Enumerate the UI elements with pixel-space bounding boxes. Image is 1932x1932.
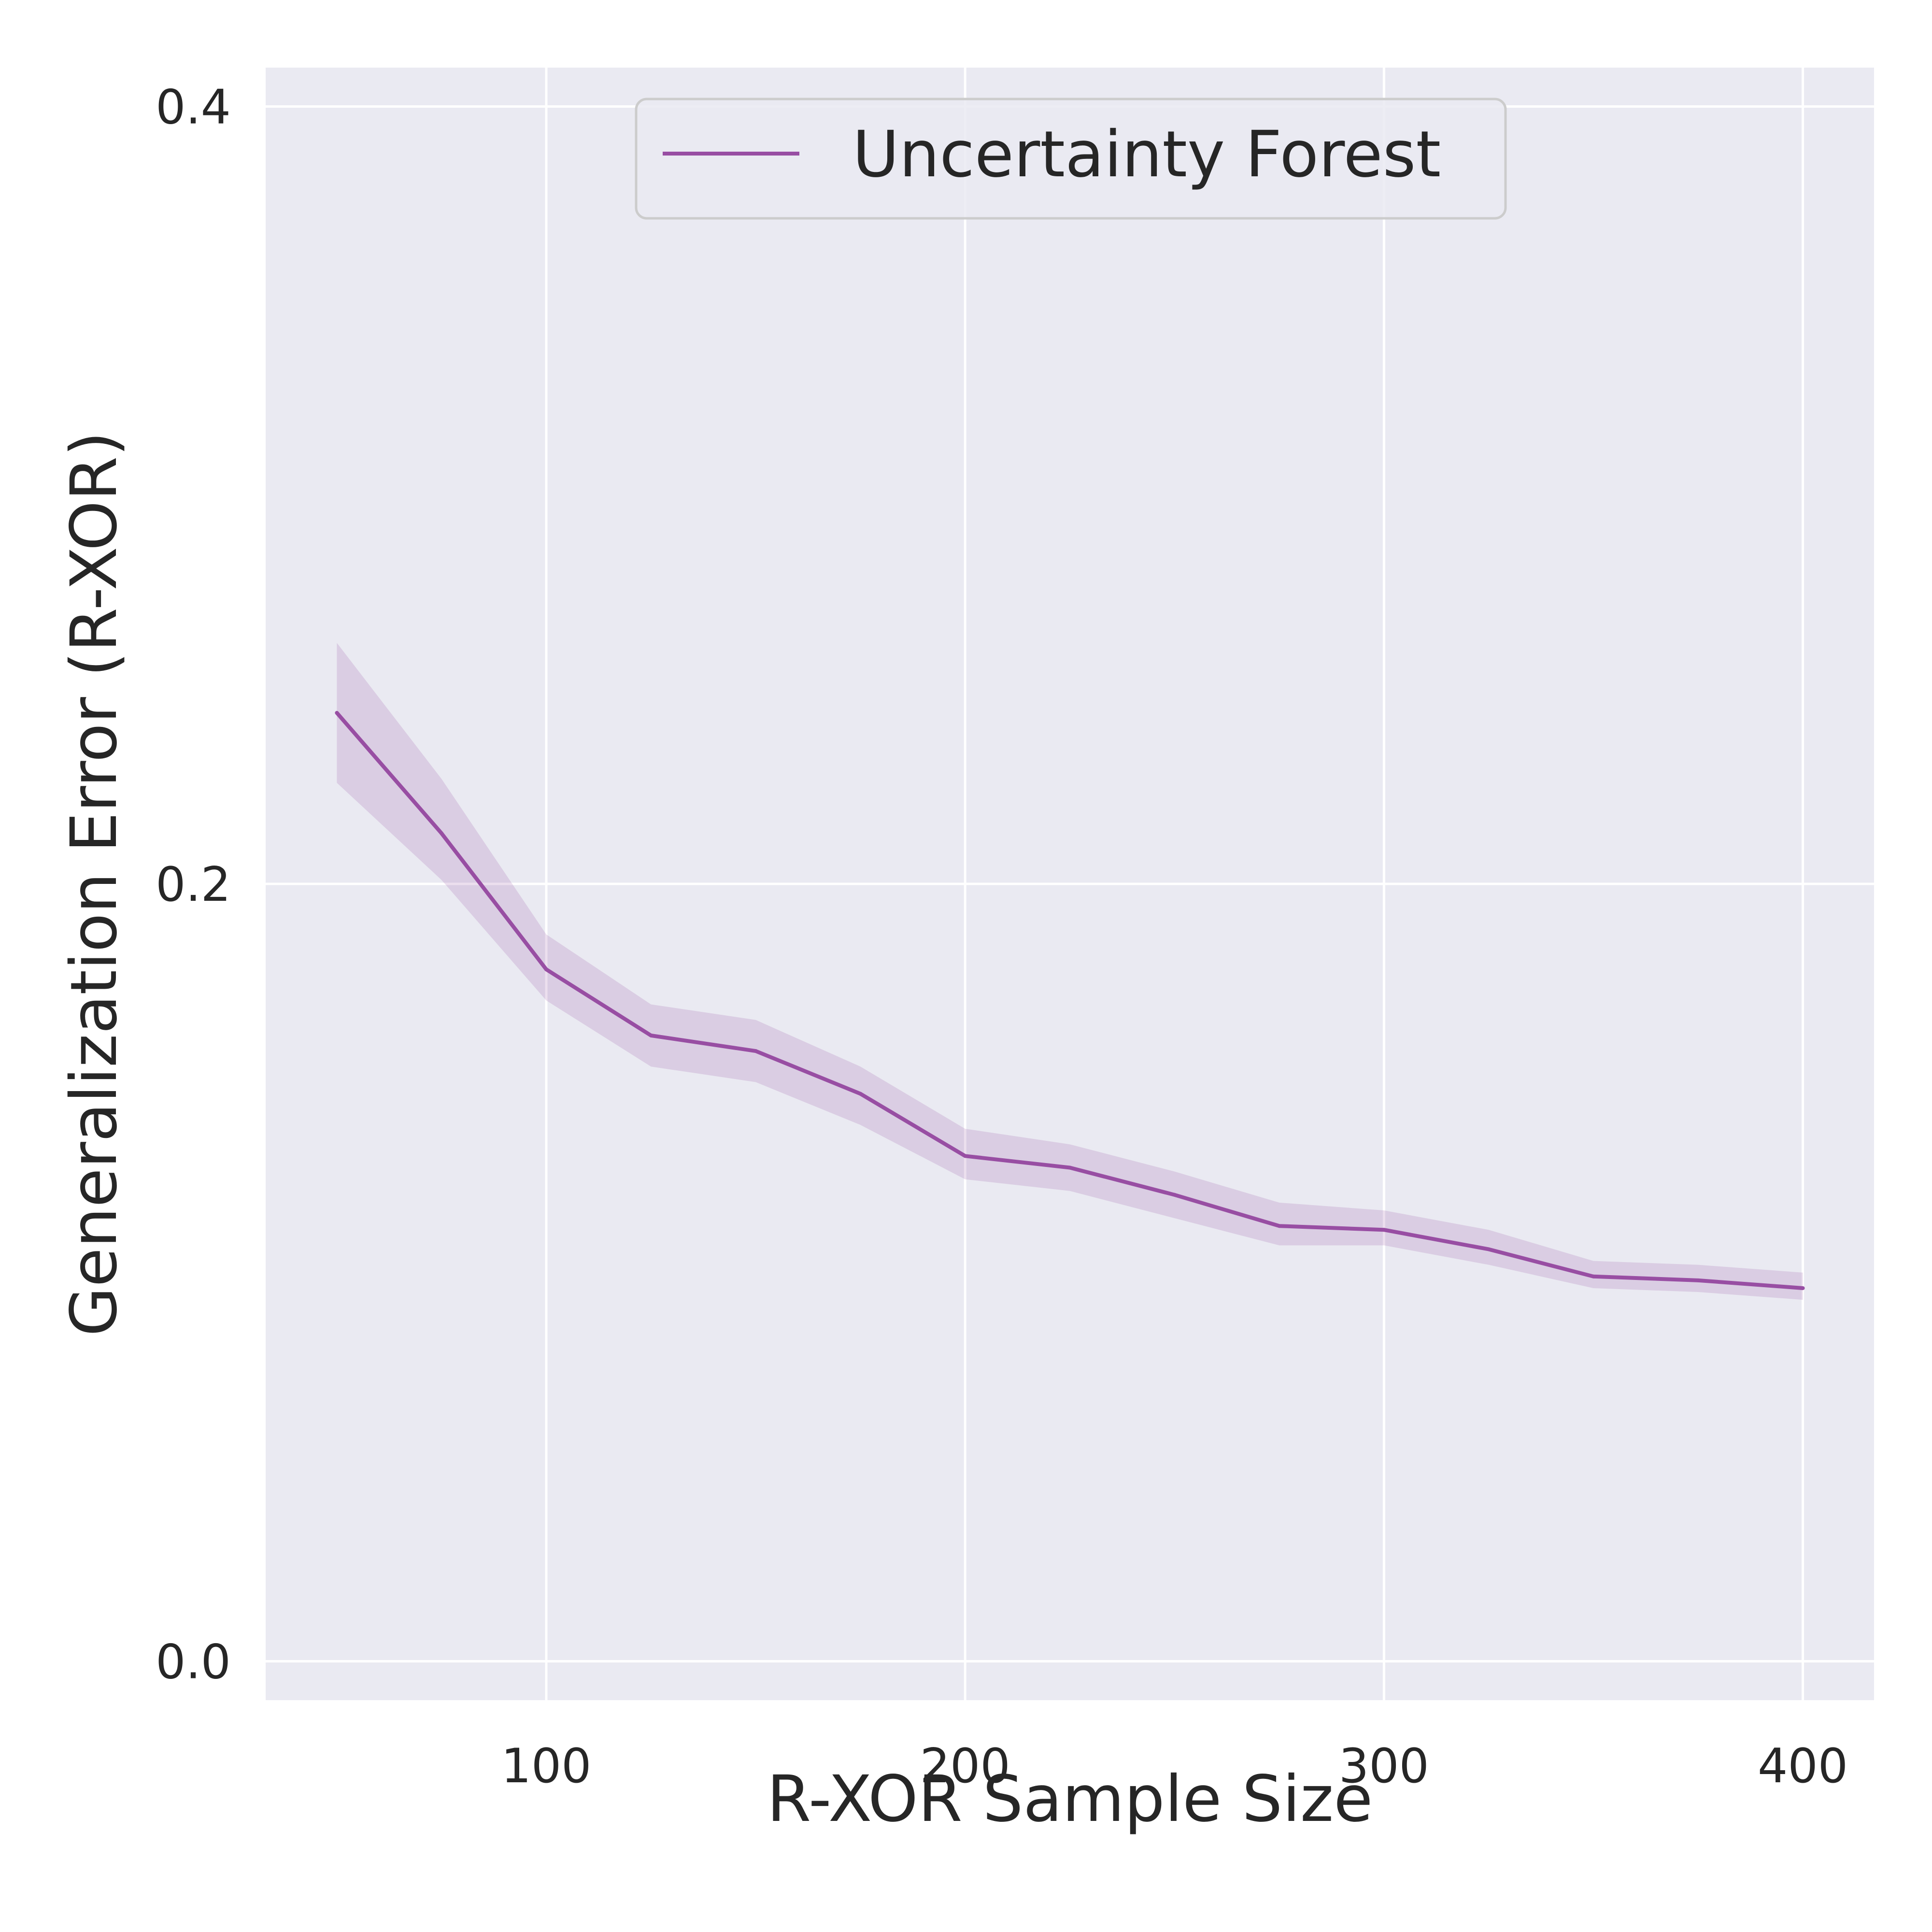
data-point xyxy=(1696,1278,1700,1282)
legend-label: Uncertainty Forest xyxy=(852,117,1441,192)
data-point xyxy=(1591,1274,1595,1279)
x-tick-label: 200 xyxy=(920,1739,1010,1794)
x-tick-label: 300 xyxy=(1339,1739,1429,1794)
data-point xyxy=(649,1033,653,1037)
y-tick-label: 0.2 xyxy=(156,857,231,912)
data-point xyxy=(753,1049,758,1053)
x-tick-labels: 100 200 300 400 xyxy=(501,1739,1848,1794)
data-point xyxy=(440,831,444,836)
data-point xyxy=(1068,1165,1072,1170)
series-lines xyxy=(335,710,1805,1290)
data-point xyxy=(1801,1286,1805,1290)
x-tick-label: 400 xyxy=(1758,1739,1848,1794)
x-axis-label: R-XOR Sample Size xyxy=(767,1762,1373,1836)
data-point xyxy=(858,1092,863,1096)
data-point xyxy=(1277,1224,1281,1228)
data-point xyxy=(1487,1247,1491,1251)
y-tick-label: 0.4 xyxy=(156,80,231,135)
grid xyxy=(266,68,1874,1700)
data-point xyxy=(335,710,339,715)
data-point xyxy=(1382,1228,1386,1232)
data-point xyxy=(544,967,549,972)
y-tick-label: 0.0 xyxy=(156,1635,231,1690)
y-tick-labels: 0.0 0.2 0.4 xyxy=(156,80,231,1690)
x-tick-label: 100 xyxy=(501,1739,591,1794)
data-point xyxy=(1172,1193,1177,1197)
legend-box xyxy=(635,98,1507,220)
legend: Uncertainty Forest xyxy=(635,98,1507,220)
y-axis-label: Generalization Error (R-XOR) xyxy=(57,431,131,1336)
data-point xyxy=(963,1154,967,1158)
